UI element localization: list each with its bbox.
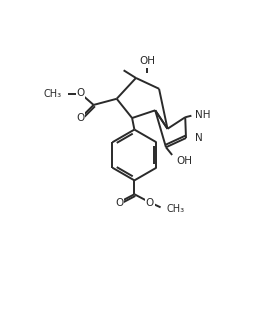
Text: OH: OH [139,56,155,66]
Text: OH: OH [177,156,193,166]
Text: O: O [146,198,154,208]
Text: CH₃: CH₃ [44,89,62,99]
Text: O: O [115,198,123,208]
Text: N: N [195,133,203,143]
Text: O: O [76,113,85,123]
Text: O: O [76,89,85,98]
Text: NH: NH [195,110,211,120]
Text: CH₃: CH₃ [167,204,185,214]
